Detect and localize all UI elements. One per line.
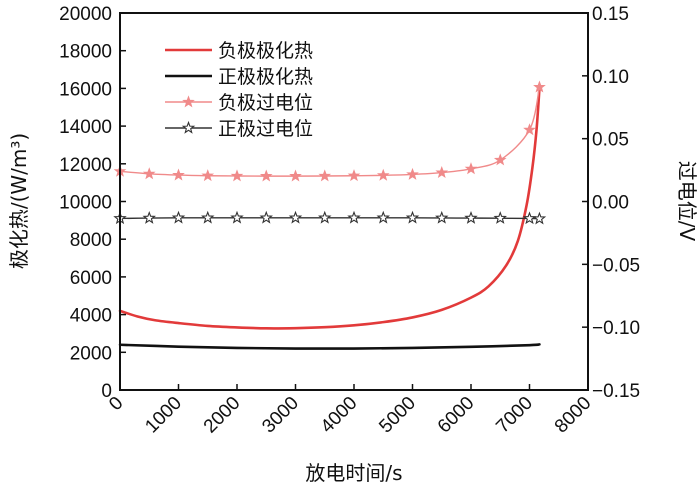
y-left-tick-label: 0 bbox=[101, 381, 112, 402]
x-tick-label: 1000 bbox=[141, 393, 186, 438]
series-4-marker bbox=[171, 210, 186, 224]
series-4-marker bbox=[142, 211, 156, 224]
legend-label-1: 负极极化热 bbox=[218, 40, 313, 62]
series-3-marker bbox=[142, 167, 156, 180]
series-3-marker bbox=[289, 169, 302, 182]
legend-marker-4 bbox=[181, 120, 196, 134]
series-4-marker bbox=[376, 210, 390, 224]
series-3-marker bbox=[464, 162, 478, 175]
x-axis-label: 放电时间/s bbox=[305, 461, 402, 485]
x-tick-label: 2000 bbox=[200, 393, 245, 438]
legend-label-4: 正极过电位 bbox=[218, 118, 313, 140]
x-tick-label: 8000 bbox=[551, 393, 596, 438]
y-left-tick-label: 10000 bbox=[59, 193, 112, 214]
series-line-2 bbox=[118, 343, 541, 350]
series-3-marker bbox=[406, 167, 419, 180]
series-4-marker bbox=[464, 211, 478, 224]
y-left-tick-label: 8000 bbox=[70, 230, 112, 251]
y-right-tick-label: 0.15 bbox=[592, 4, 629, 25]
legend-marker-3 bbox=[182, 95, 195, 108]
series-4-marker bbox=[435, 210, 449, 224]
y-right-tick-label: −0.15 bbox=[592, 381, 640, 402]
y-right-tick-label: −0.05 bbox=[592, 255, 640, 276]
series-3-marker bbox=[259, 169, 273, 182]
x-tick-label: 5000 bbox=[375, 393, 420, 438]
y-left-tick-label: 2000 bbox=[70, 343, 112, 364]
series-4-marker bbox=[259, 210, 273, 224]
y-right-tick-label: −0.10 bbox=[592, 318, 640, 339]
y-right-tick-label: 0.10 bbox=[592, 67, 629, 88]
y-left-tick-label: 16000 bbox=[59, 79, 112, 100]
legend-label-3: 负极过电位 bbox=[218, 92, 313, 114]
series-4-marker bbox=[347, 210, 361, 224]
series-4-marker bbox=[288, 210, 303, 224]
series-4-marker bbox=[532, 211, 547, 225]
series-3-marker bbox=[230, 169, 244, 182]
series-4-marker bbox=[201, 210, 215, 224]
x-tick-label: 4000 bbox=[317, 393, 362, 438]
series-3-marker bbox=[347, 169, 361, 182]
legend-label-2: 正极极化热 bbox=[218, 66, 313, 88]
series-4-marker bbox=[493, 211, 507, 224]
plot-frame bbox=[119, 12, 589, 391]
x-tick-label: 3000 bbox=[258, 393, 303, 438]
series-4-marker bbox=[405, 210, 420, 224]
series-3-marker bbox=[435, 165, 449, 178]
series-3-marker bbox=[376, 168, 390, 181]
series-3-marker bbox=[523, 123, 536, 136]
series-4-marker bbox=[318, 210, 332, 224]
series-3-marker bbox=[172, 168, 185, 181]
y-left-tick-label: 20000 bbox=[59, 4, 112, 25]
x-tick-label: 6000 bbox=[434, 393, 479, 438]
y-right-axis-label: 过电位/V bbox=[675, 161, 699, 242]
series-3-marker bbox=[201, 169, 215, 182]
y-right-tick-label: 0.05 bbox=[592, 130, 629, 151]
series-4-marker bbox=[230, 210, 244, 224]
series-3-marker bbox=[318, 169, 332, 182]
y-right-tick-label: 0.00 bbox=[592, 193, 629, 214]
series-line-1 bbox=[118, 87, 541, 330]
x-tick-label: 7000 bbox=[492, 393, 537, 438]
series-line-4 bbox=[119, 217, 541, 220]
y-left-tick-label: 12000 bbox=[59, 155, 112, 176]
series-line-3 bbox=[119, 86, 541, 177]
series-3-marker bbox=[493, 153, 507, 166]
y-left-tick-label: 4000 bbox=[70, 306, 112, 327]
y-left-tick-label: 14000 bbox=[59, 117, 112, 138]
series-3-marker bbox=[533, 80, 546, 93]
y-left-tick-label: 6000 bbox=[70, 268, 112, 289]
y-left-axis-label: 极化热/(W/m³) bbox=[7, 133, 31, 269]
y-left-tick-label: 18000 bbox=[59, 42, 112, 63]
